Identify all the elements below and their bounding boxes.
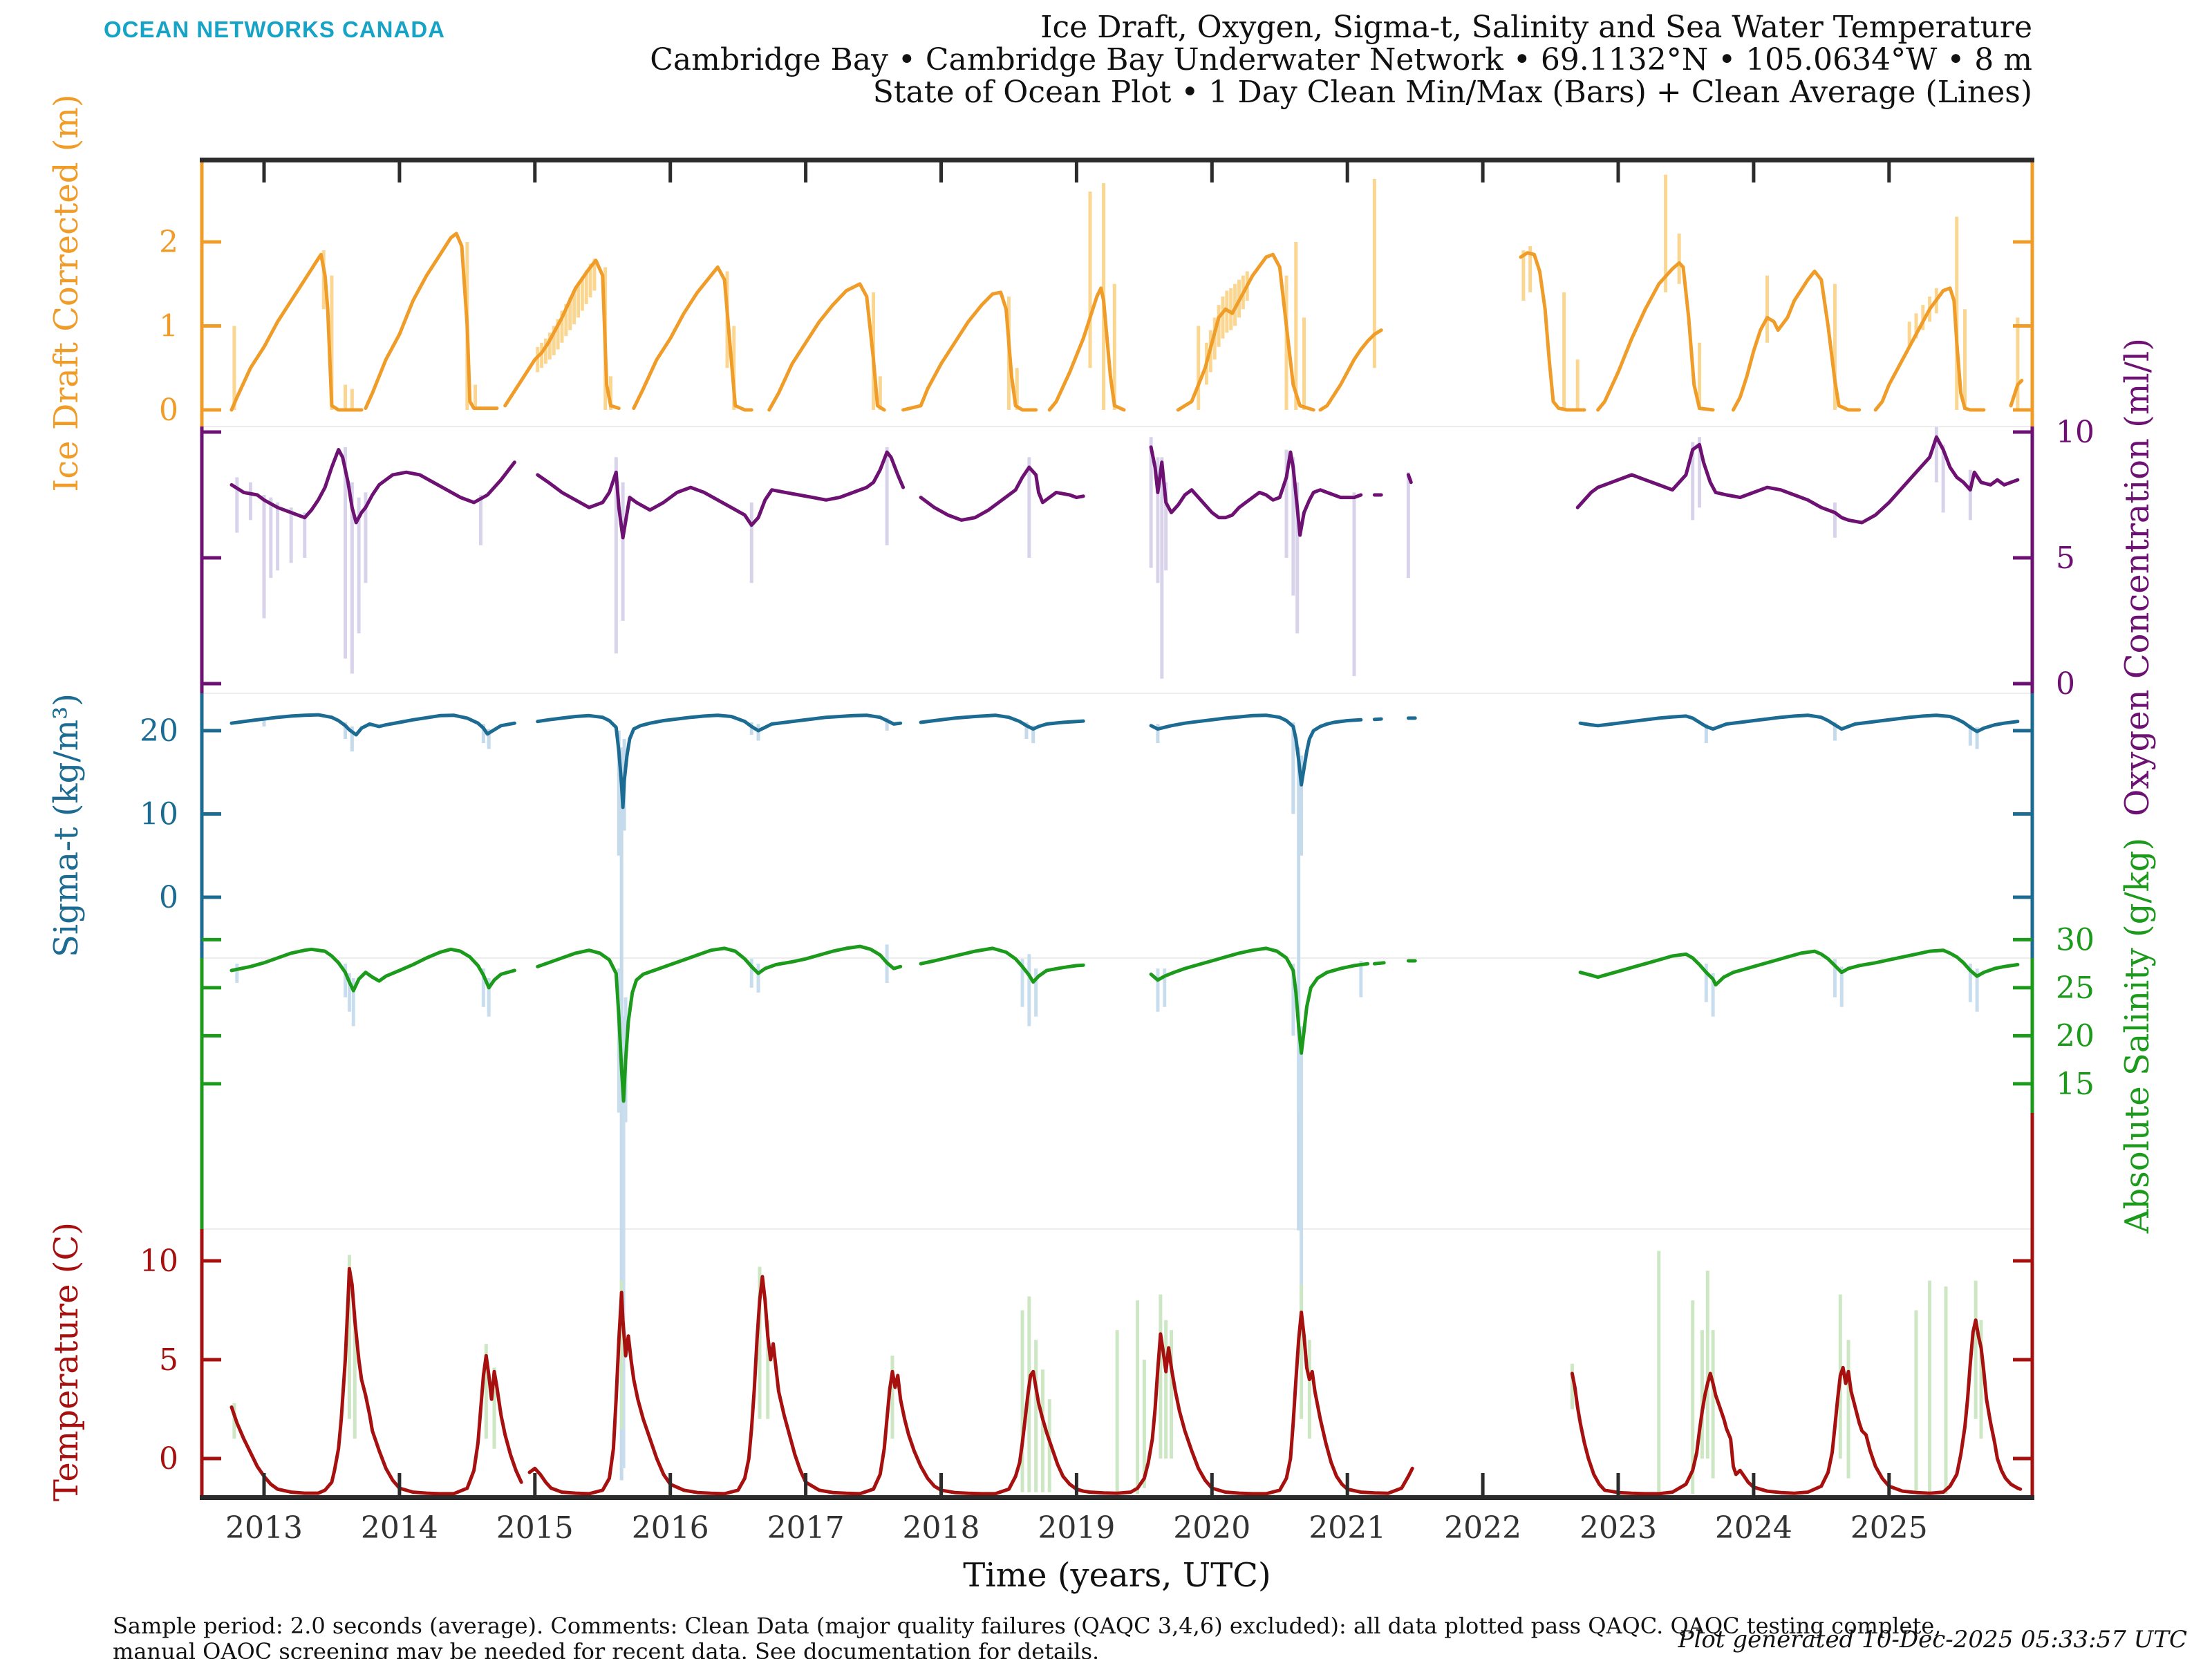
bottom-spine <box>200 1495 2034 1500</box>
oxygen-tick-label: 10 <box>2056 415 2094 450</box>
ice_draft-tick-label: 0 <box>159 393 178 428</box>
title-line-3: State of Ocean Plot • 1 Day Clean Min/Ma… <box>872 75 2032 110</box>
title-line-2: Cambridge Bay • Cambridge Bay Underwater… <box>650 42 2032 77</box>
footer-comment-line-2: manual QAQC screening may be needed for … <box>113 1638 1100 1659</box>
x-tick-label: 2021 <box>1309 1510 1386 1546</box>
salinity-tick-label: 25 <box>2056 971 2094 1006</box>
oxygen-tick-label: 5 <box>2056 541 2075 576</box>
x-tick-label: 2014 <box>361 1510 438 1546</box>
x-tick-label: 2015 <box>496 1510 574 1546</box>
x-axis-title: Time (years, UTC) <box>963 1556 1271 1595</box>
ocean-networks-canada-logo: OCEAN NETWORKS CANADA <box>104 17 445 42</box>
oxygen-average-line <box>229 435 2020 540</box>
sigma_t-axis-title: Sigma-t (kg/m³) <box>47 693 86 957</box>
salinity-tick-label: 20 <box>2056 1018 2094 1053</box>
x-tick-label: 2022 <box>1444 1510 1521 1546</box>
temperature-tick-label: 5 <box>159 1342 178 1378</box>
salinity-axis-title: Absolute Salinity (g/kg) <box>2118 838 2157 1234</box>
x-tick-label: 2017 <box>767 1510 845 1546</box>
sigma_t-tick-label: 20 <box>140 713 178 749</box>
x-tick-label: 2019 <box>1038 1510 1115 1546</box>
x-tick-label: 2025 <box>1850 1510 1928 1546</box>
oxygen-tick-label: 0 <box>2056 666 2075 702</box>
plot-generated-timestamp: Plot generated 10-Dec-2025 05:33:57 UTC <box>1678 1626 2187 1653</box>
ice_draft-average-line <box>229 232 2024 412</box>
x-tick-label: 2023 <box>1580 1510 1657 1546</box>
sigma_t-average-line <box>229 713 2020 809</box>
ice_draft-tick-label: 1 <box>159 309 178 344</box>
x-tick-label: 2016 <box>632 1510 709 1546</box>
plot-title-block: Ice Draft, Oxygen, Sigma-t, Salinity and… <box>650 11 2032 109</box>
salinity-tick-label: 15 <box>2056 1067 2094 1102</box>
x-tick-label: 2020 <box>1173 1510 1250 1546</box>
sigma_t-tick-label: 0 <box>159 880 178 915</box>
ice_draft-axis-title: Ice Draft Corrected (m) <box>47 94 86 491</box>
ice_draft-tick-label: 2 <box>159 225 178 260</box>
temperature-axis-title: Temperature (C) <box>47 1222 86 1501</box>
oxygen-axis-title: Oxygen Concentration (ml/l) <box>2118 338 2157 816</box>
footer-comments: Sample period: 2.0 seconds (average). Co… <box>113 1613 1941 1659</box>
title-line-1: Ice Draft, Oxygen, Sigma-t, Salinity and… <box>1040 10 2032 45</box>
salinity-average-line <box>229 944 2020 1103</box>
temperature-tick-label: 0 <box>159 1441 178 1477</box>
x-tick-label: 2018 <box>903 1510 980 1546</box>
minmax-bars <box>232 174 2020 1494</box>
salinity-tick-label: 30 <box>2056 922 2094 957</box>
temperature-average-line <box>229 1266 2023 1496</box>
footer-comment-line-1: Sample period: 2.0 seconds (average). Co… <box>113 1613 1942 1639</box>
x-tick-label: 2013 <box>225 1510 303 1546</box>
top-spine <box>200 158 2034 162</box>
sigma_t-tick-label: 10 <box>140 797 178 832</box>
x-tick-label: 2024 <box>1715 1510 1792 1546</box>
temperature-tick-label: 10 <box>140 1244 178 1279</box>
